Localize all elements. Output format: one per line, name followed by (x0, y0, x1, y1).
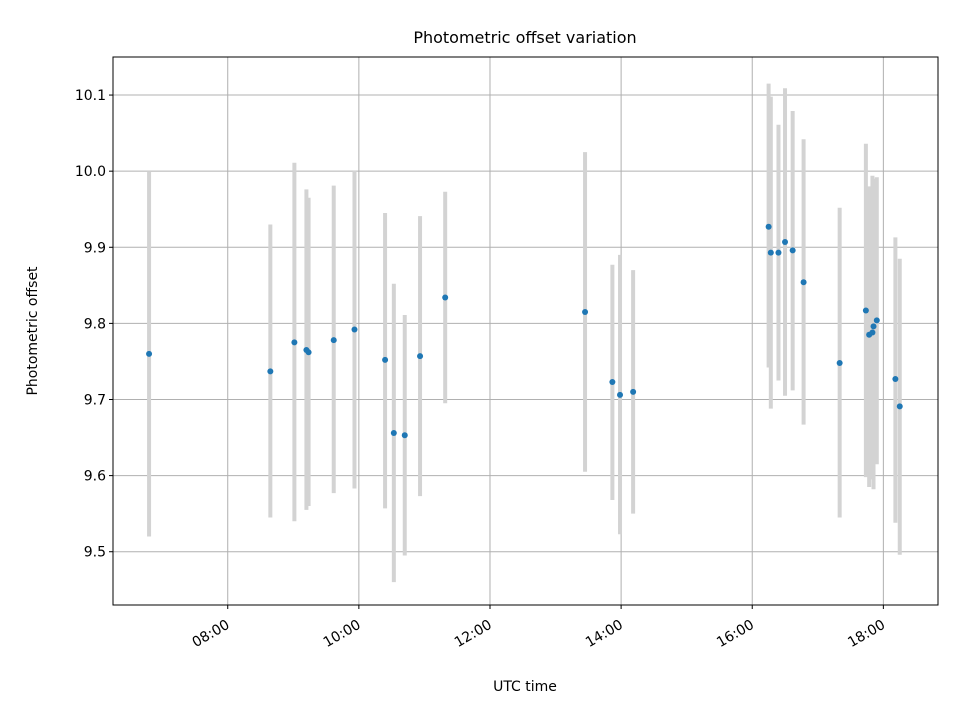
x-tick-label: 10:00 (321, 617, 364, 651)
data-point (351, 326, 358, 333)
data-point (892, 375, 899, 382)
x-tick-label: 08:00 (190, 617, 233, 651)
data-points (146, 223, 903, 439)
data-point (775, 249, 782, 256)
x-tick-label: 18:00 (845, 617, 888, 651)
data-point (417, 353, 424, 360)
data-point (782, 238, 789, 245)
y-tick-label: 10.0 (75, 164, 106, 180)
data-point (630, 388, 637, 395)
data-point (582, 308, 589, 315)
data-point (765, 223, 772, 230)
data-point (267, 368, 274, 375)
x-axis-ticks: 08:00 10:00 12:00 14:00 16:00 18:00 (190, 605, 888, 651)
error-bars (147, 83, 902, 583)
plot-area-frame (112, 56, 939, 606)
data-point (291, 339, 298, 346)
grid-lines (113, 57, 938, 605)
x-tick-label: 12:00 (452, 617, 495, 651)
y-tick-label: 9.9 (84, 240, 106, 256)
x-tick-label: 14:00 (583, 617, 626, 651)
data-point (873, 317, 880, 324)
y-tick-label: 10.1 (75, 88, 106, 104)
data-point (836, 359, 843, 366)
data-point (390, 429, 397, 436)
data-point (330, 337, 337, 344)
y-tick-label: 9.7 (84, 393, 106, 409)
y-tick-label: 9.8 (84, 316, 106, 332)
data-point (870, 323, 877, 330)
data-point (789, 247, 796, 254)
chart-title: Photometric offset variation (413, 28, 636, 47)
data-point (146, 350, 153, 357)
y-axis-ticks: 9.5 9.6 9.7 9.8 9.9 10.0 10.1 (75, 88, 113, 561)
data-point (800, 279, 807, 286)
data-point (305, 349, 312, 356)
data-point (609, 378, 616, 385)
data-point (401, 432, 408, 439)
data-point (896, 403, 903, 410)
data-point (382, 356, 389, 363)
data-point (869, 329, 876, 336)
x-axis-label: UTC time (493, 679, 557, 695)
y-tick-label: 9.6 (84, 469, 106, 485)
data-point (617, 391, 624, 398)
x-tick-label: 16:00 (714, 617, 757, 651)
data-point (767, 249, 774, 256)
y-axis-label: Photometric offset (25, 266, 41, 396)
y-tick-label: 9.5 (84, 545, 106, 561)
data-point (442, 294, 449, 301)
data-point (862, 307, 869, 314)
